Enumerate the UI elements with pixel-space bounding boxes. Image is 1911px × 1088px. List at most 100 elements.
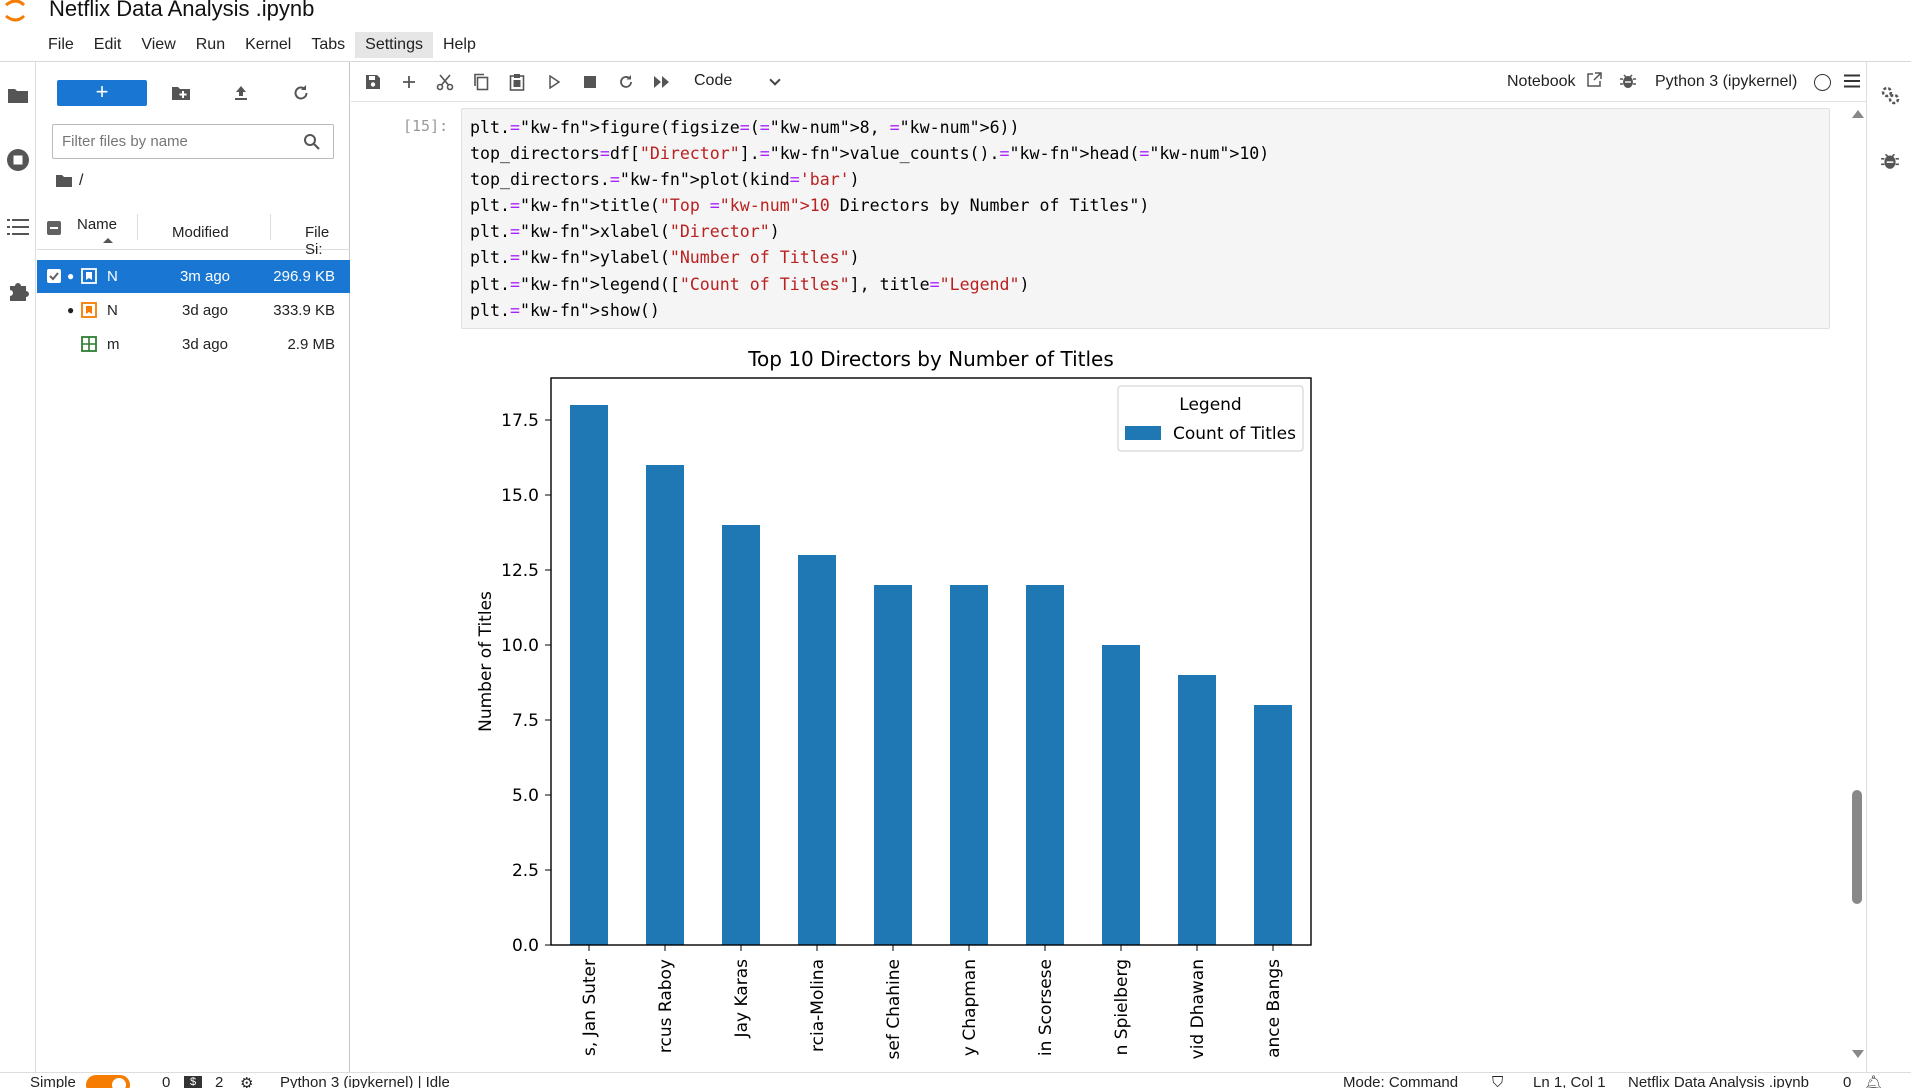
file-row[interactable]: m 3d ago 2.9 MB [37, 328, 350, 361]
y-axis-label: Number of Titles [476, 591, 496, 732]
status-bar: Simple 0 $ 2 ⚙ Python 3 (ipykernel) | Id… [0, 1072, 1911, 1088]
menu-tabs[interactable]: Tabs [311, 36, 346, 53]
kernel-chip-icon[interactable]: ⚙ [240, 1075, 254, 1088]
extension-manager-icon[interactable] [5, 278, 31, 304]
scroll-up-arrow-icon[interactable] [1852, 110, 1864, 118]
cell-execution-count: [15]: [403, 117, 449, 135]
refresh-icon[interactable] [290, 82, 312, 104]
notification-count[interactable]: 0 [1843, 1074, 1852, 1088]
copy-icon[interactable] [471, 72, 491, 92]
open-notebook-link[interactable]: Notebook [1507, 73, 1576, 90]
property-inspector-icon[interactable] [1877, 82, 1903, 108]
x-tick-label: in Scorsese [1036, 959, 1056, 1056]
menu-kernel[interactable]: Kernel [245, 36, 292, 53]
notebook-icon [81, 302, 97, 318]
breadcrumb[interactable]: / [55, 172, 83, 190]
code-line[interactable]: top_directors=df["Director"].="kw-fn">va… [470, 144, 1270, 164]
save-icon[interactable] [363, 72, 383, 92]
file-name: m [107, 336, 120, 353]
code-line[interactable]: plt.="kw-fn">legend(["Count of Titles"],… [470, 274, 1030, 294]
right-sidebar [1866, 62, 1911, 1072]
code-line[interactable]: plt.="kw-fn">figure(figsize=(="kw-num">8… [470, 118, 1020, 137]
menu-divider [0, 61, 1911, 62]
file-modified: 3m ago [179, 268, 231, 285]
kernel-count[interactable]: 2 [215, 1074, 224, 1088]
filter-files-input[interactable] [53, 125, 283, 158]
column-name[interactable]: Name [77, 216, 118, 233]
column-file-size[interactable]: File Si: [305, 224, 330, 258]
filter-files-field[interactable] [52, 124, 334, 159]
code-line[interactable]: top_directors.="kw-fn">plot(kind='bar') [470, 170, 860, 190]
code-line[interactable]: plt.="kw-fn">xlabel("Director") [470, 222, 780, 242]
running-sessions-icon[interactable] [5, 147, 31, 173]
select-all-checkbox[interactable] [47, 221, 61, 235]
row-checkbox[interactable] [47, 269, 61, 283]
file-list-header: Name Modified File Si: [37, 204, 350, 258]
column-divider[interactable] [137, 214, 138, 240]
simple-mode-toggle[interactable] [86, 1075, 130, 1088]
y-tick-label: 15.0 [501, 486, 539, 506]
chart-bar [1102, 645, 1140, 945]
trusted-shield-icon[interactable]: ⛉ [1492, 1074, 1504, 1088]
chart-bar [874, 585, 912, 945]
running-indicator-icon: ● [67, 269, 75, 283]
file-modified: 3d ago [182, 302, 228, 319]
new-launcher-button[interactable]: + [57, 80, 147, 106]
file-modified: 3d ago [182, 336, 228, 353]
bell-icon[interactable]: 🔔︎ [1864, 1075, 1884, 1088]
x-tick-label: sef Chahine [884, 959, 904, 1060]
breadcrumb-root[interactable]: / [79, 172, 84, 189]
folder-icon[interactable] [5, 82, 31, 108]
kernel-status[interactable]: Python 3 (ipykernel) | Idle [280, 1074, 450, 1088]
menu-help[interactable]: Help [442, 36, 476, 53]
cursor-position[interactable]: Ln 1, Col 1 [1533, 1074, 1606, 1088]
file-browser-panel: + / Name Modified File Si: [37, 62, 350, 1072]
code-line[interactable]: plt.="kw-fn">title("Top ="kw-num">10 Dir… [470, 196, 1150, 216]
notebook-scrollbar[interactable] [1848, 102, 1866, 1064]
menu-run[interactable]: Run [195, 36, 226, 53]
chart-bar [798, 555, 836, 945]
y-tick-label: 7.5 [512, 711, 539, 731]
cell-type-dropdown[interactable]: Code [694, 72, 733, 89]
column-divider[interactable] [270, 214, 271, 240]
column-modified[interactable]: Modified [172, 224, 229, 241]
search-icon [304, 134, 320, 150]
upload-icon[interactable] [230, 82, 252, 104]
notebook-toolbar: Code Notebook Python 3 (ipykernel) [351, 62, 1911, 102]
new-folder-icon[interactable] [170, 82, 192, 104]
menu-settings[interactable]: Settings [355, 32, 433, 58]
terminal-count[interactable]: 0 [162, 1074, 171, 1088]
insert-cell-icon[interactable] [399, 72, 419, 92]
file-row[interactable]: ● N 3m ago 296.9 KB [37, 260, 350, 293]
terminal-icon[interactable]: $ [184, 1076, 202, 1088]
table-of-contents-icon[interactable] [5, 214, 31, 240]
run-icon[interactable] [544, 72, 564, 92]
menu-view[interactable]: View [141, 36, 176, 53]
chart-title: Top 10 Directors by Number of Titles [747, 347, 1114, 371]
x-tick-label: rcia-Molina [808, 959, 828, 1052]
code-line[interactable]: plt.="kw-fn">show() [470, 300, 660, 320]
code-cell-editor[interactable]: plt.="kw-fn">figure(figsize=(="kw-num">8… [461, 108, 1830, 329]
scroll-down-arrow-icon[interactable] [1852, 1050, 1864, 1058]
restart-icon[interactable] [616, 72, 636, 92]
fast-forward-icon[interactable] [652, 72, 672, 92]
chart-bar [570, 405, 608, 945]
stop-icon[interactable] [580, 72, 600, 92]
chevron-down-icon[interactable] [769, 74, 781, 86]
debugger-icon[interactable] [1877, 148, 1903, 174]
debugger-icon[interactable] [1618, 71, 1638, 91]
cut-icon[interactable] [435, 72, 455, 92]
menu-file[interactable]: File [48, 36, 74, 53]
external-link-icon[interactable] [1584, 70, 1604, 90]
x-tick-label: Jay Karas [732, 959, 752, 1039]
kernel-status-icon [1814, 74, 1831, 91]
chart-bar [950, 585, 988, 945]
kernel-name[interactable]: Python 3 (ipykernel) [1655, 73, 1798, 90]
menu-edit[interactable]: Edit [93, 36, 122, 53]
file-row[interactable]: ● N 3d ago 333.9 KB [37, 294, 350, 327]
code-line[interactable]: plt.="kw-fn">ylabel("Number of Titles") [470, 248, 860, 268]
paste-icon[interactable] [507, 72, 527, 92]
scrollbar-thumb[interactable] [1852, 790, 1862, 904]
file-size: 333.9 KB [273, 302, 335, 319]
menu-icon[interactable] [1842, 71, 1862, 91]
